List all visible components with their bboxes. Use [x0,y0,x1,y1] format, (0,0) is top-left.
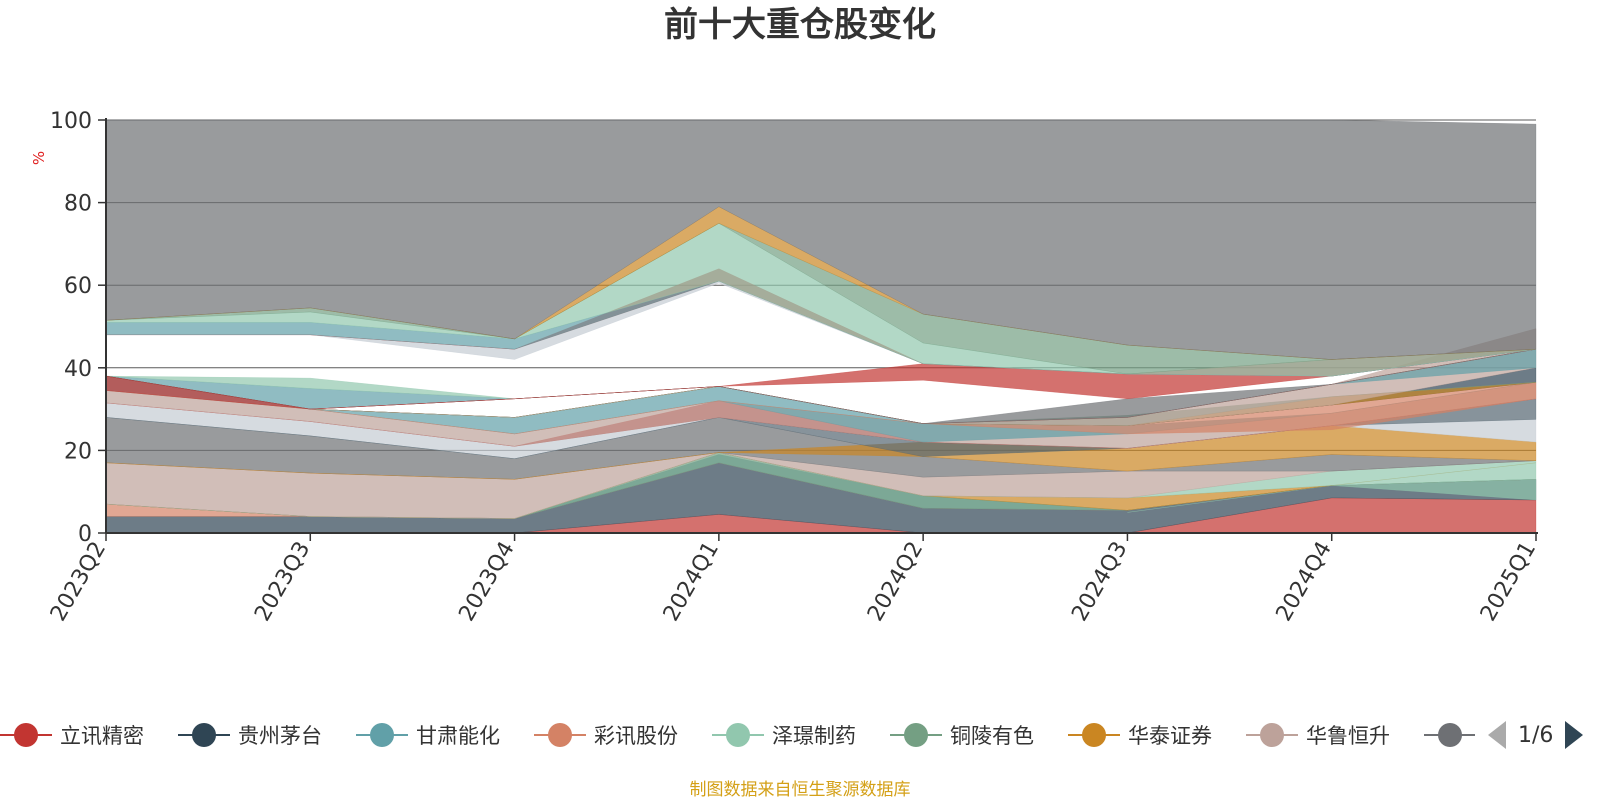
legend-marker-icon [178,715,230,755]
legend-label: 华鲁恒升 [1306,724,1390,748]
legend-item[interactable]: 华鲁恒升 [1246,715,1390,755]
legend-label: 彩讯股份 [594,724,678,748]
y-tick-label: 100 [50,109,92,134]
legend: 立讯精密 贵州茅台 甘肃能化 彩讯股份 泽璟制药 铜陵有色 华泰证券 华鲁恒升 [0,715,1475,755]
legend-item[interactable] [1424,715,1475,755]
legend-marker-icon [1246,715,1298,755]
y-axis-label: % [30,151,48,165]
legend-item[interactable]: 铜陵有色 [890,715,1034,755]
legend-label: 立讯精密 [60,724,144,748]
x-tick-label: 2024Q4 [1272,538,1337,626]
x-tick-label: 2024Q2 [863,538,928,626]
area-chart: 0 20 40 60 80 100 2023Q2 2023Q3 2023Q4 2024Q1 202… [30,109,1541,626]
area-band-10 [105,425,1537,480]
y-tick-label: 0 [78,522,92,547]
y-tick-label: 60 [64,274,92,299]
legend-marker-icon [1068,715,1120,755]
y-tick-label: 80 [64,192,92,217]
legend-item[interactable]: 华泰证券 [1068,715,1212,755]
legend-marker-icon [534,715,586,755]
y-tick-label: 20 [64,439,92,464]
area-band-32 [105,119,1537,360]
legend-label: 泽璟制药 [772,724,856,748]
legend-marker-icon [0,715,52,755]
legend-label: 甘肃能化 [416,724,500,748]
area-band-16 [105,382,1537,435]
prev-page-icon[interactable] [1488,721,1506,749]
legend-pager: 1/6 [1488,717,1584,753]
legend-label: 贵州茅台 [238,724,322,748]
x-tick-label: 2024Q3 [1067,538,1132,626]
x-tick-label: 2024Q1 [659,538,724,626]
legend-marker-icon [712,715,764,755]
legend-item[interactable]: 甘肃能化 [356,715,500,755]
legend-item[interactable]: 彩讯股份 [534,715,678,755]
next-page-icon[interactable] [1565,721,1584,749]
legend-item[interactable]: 泽璟制药 [712,715,856,755]
x-tick-label: 2025Q1 [1476,538,1541,626]
data-source-note: 制图数据来自恒生聚源数据库 [689,780,911,800]
legend-label: 铜陵有色 [950,724,1034,748]
x-tick-label: 2023Q2 [46,538,111,626]
legend-marker-icon [1424,715,1475,755]
legend-page-indicator: 1/6 [1518,722,1554,748]
legend-label: 华泰证券 [1128,724,1212,748]
chart-title: 前十大重仓股变化 [664,5,936,45]
legend-item[interactable]: 立讯精密 [0,715,144,755]
legend-marker-icon [356,715,408,755]
legend-marker-icon [890,715,942,755]
area-band-12 [105,398,1537,459]
x-tick-label: 2023Q3 [250,538,315,626]
legend-item[interactable]: 贵州茅台 [178,715,322,755]
y-tick-label: 40 [64,357,92,382]
x-tick-label: 2023Q4 [454,538,519,626]
area-band-2 [1127,479,1537,513]
